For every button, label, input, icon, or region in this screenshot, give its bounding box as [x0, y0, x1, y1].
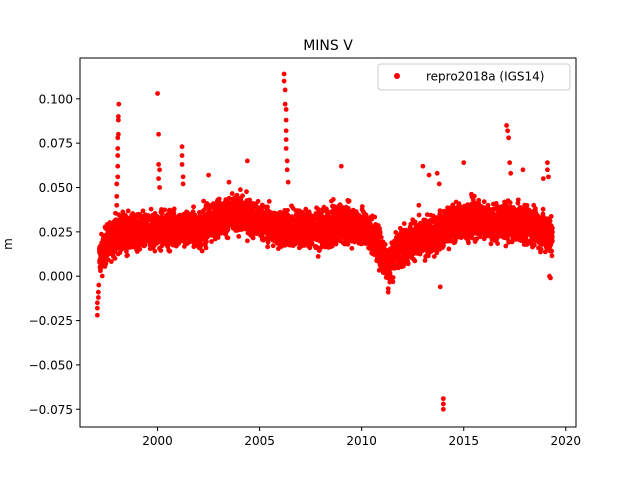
- data-point: [225, 227, 231, 233]
- data-point: [203, 245, 209, 251]
- data-point: [238, 187, 243, 193]
- data-point: [125, 208, 131, 214]
- chart-title: MINS V: [303, 38, 353, 54]
- data-point: [204, 239, 209, 244]
- data-point: [363, 212, 369, 218]
- data-point: [315, 254, 321, 259]
- data-point: [244, 189, 249, 195]
- data-point: [345, 241, 351, 247]
- data-point: [401, 221, 407, 227]
- data-point: [236, 233, 242, 239]
- data-point: [137, 246, 143, 252]
- data-point: [201, 198, 207, 204]
- data-point: [240, 193, 245, 199]
- data-point: [346, 198, 352, 204]
- data-point: [229, 191, 235, 196]
- data-point: [198, 243, 204, 249]
- data-point: [112, 256, 118, 261]
- data-point: [108, 259, 114, 264]
- data-point: [390, 275, 396, 280]
- data-point: [99, 273, 105, 279]
- data-point: [330, 197, 336, 202]
- data-point: [162, 207, 168, 213]
- data-point: [270, 243, 276, 249]
- data-point: [130, 211, 136, 216]
- data-point: [349, 245, 355, 251]
- data-point: [192, 212, 198, 218]
- data-point: [245, 238, 250, 244]
- data-point: [171, 206, 177, 212]
- data-point: [416, 212, 422, 218]
- data-point: [390, 279, 396, 285]
- data-point: [125, 252, 130, 258]
- data-point: [191, 204, 196, 210]
- data-point: [215, 235, 221, 240]
- data-point: [255, 198, 261, 204]
- data-point: [140, 208, 146, 214]
- data-points-layer: [94, 71, 555, 412]
- data-point: [167, 248, 173, 254]
- data-point: [265, 244, 271, 250]
- data-point: [158, 248, 164, 253]
- data-point: [266, 199, 272, 204]
- data-point: [378, 234, 384, 240]
- data-point: [377, 230, 383, 236]
- data-point: [285, 207, 290, 213]
- data-point: [359, 204, 365, 209]
- y-axis-label: m: [1, 238, 15, 250]
- data-point: [225, 235, 231, 241]
- data-point: [382, 242, 388, 247]
- data-point: [405, 261, 411, 267]
- data-point: [446, 246, 452, 252]
- data-point: [412, 258, 418, 264]
- data-point: [124, 248, 129, 254]
- data-point: [372, 214, 378, 220]
- data-point: [199, 248, 205, 254]
- data-point: [152, 248, 158, 254]
- data-point: [148, 206, 154, 212]
